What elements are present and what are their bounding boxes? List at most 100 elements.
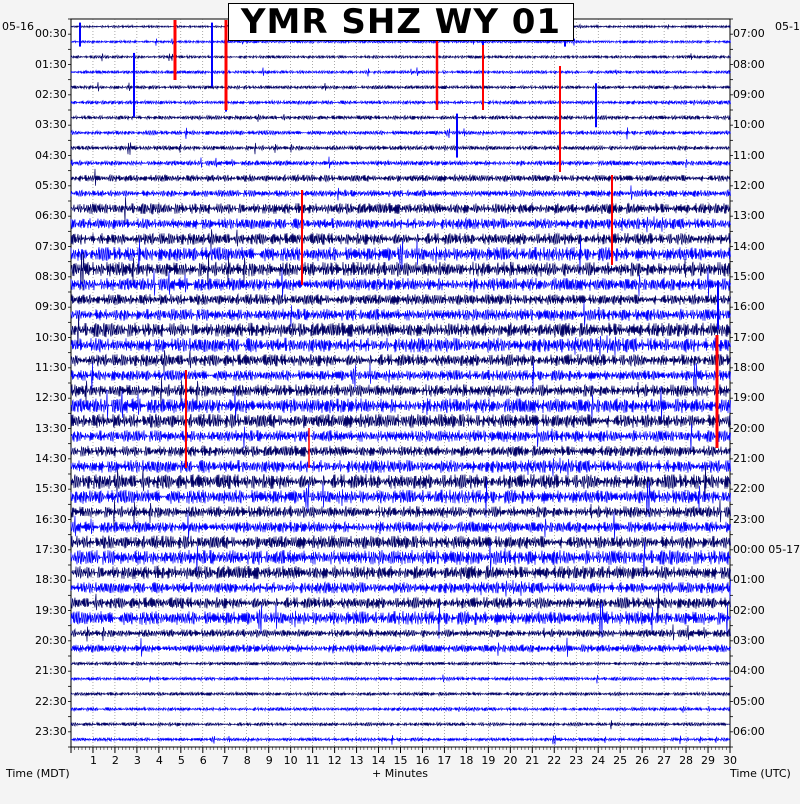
seismic-traces [70,22,731,745]
left-time-label: 00:30 [35,27,67,41]
left-time-label: 17:30 [35,542,67,556]
trace-line [70,735,731,745]
right-time-label: 04:00 [733,664,765,678]
minute-label: 14 [371,754,386,767]
minute-label: 11 [305,754,320,767]
station-title: YMR SHZ WY 01 [228,2,574,42]
right-time-label: 00:00 05-17 [733,542,800,556]
left-time-label: 16:30 [35,512,67,526]
minute-label: 30 [723,754,737,767]
minute-label: 12 [327,754,342,767]
trace-line [70,293,731,306]
right-time-label: 03:00 [733,633,765,647]
trace-line [70,127,731,140]
trace-line [70,82,731,92]
left-time-label: 08:30 [35,269,67,283]
right-time-label: 01:00 [733,573,765,587]
trace-line [70,499,731,528]
x-axis-label: + Minutes [372,767,429,780]
minute-label: 18 [459,754,474,767]
trace-line [70,601,731,639]
right-time-label: 11:00 [733,148,765,162]
right-time-label: 09:00 [733,87,765,101]
left-time-label: 11:30 [35,360,67,374]
trace-line [70,457,731,477]
start-date-left: 05-16 [2,20,34,33]
minute-label: 9 [265,754,273,767]
right-time-label: 18:00 [733,360,765,374]
trace-line [70,67,731,77]
right-time-label: 08:00 [733,57,765,71]
left-time-label: 18:30 [35,573,67,587]
right-time-label: 23:00 [733,512,765,526]
trace-line [70,335,731,357]
right-time-label: 12:00 [733,178,765,192]
left-time-label: 19:30 [35,603,67,617]
right-time-label: 13:00 [733,209,765,223]
trace-line [70,720,731,730]
trace-line [70,564,731,580]
trace-line [70,197,731,223]
minute-label: 15 [393,754,408,767]
right-time-label: 16:00 [733,300,765,314]
trace-line [70,422,731,452]
minute-label: 13 [349,754,364,767]
minute-label: 20 [503,754,518,767]
minute-label: 17 [437,754,452,767]
minute-label: 24 [591,754,606,767]
trace-line [70,578,731,600]
left-time-label: 12:30 [35,391,67,405]
trace-line [70,480,731,518]
left-time-label: 02:30 [35,87,67,101]
trace-line [70,386,731,422]
left-time-label: 09:30 [35,300,67,314]
right-time-label: 15:00 [733,269,765,283]
trace-line [70,142,731,155]
trace-line [70,660,731,667]
trace-line [70,690,731,698]
trace-line [70,38,731,46]
trace-line [70,444,731,458]
trace-line [70,216,731,233]
trace-line [70,590,731,619]
trace-line [70,465,731,503]
minute-label: 10 [283,754,298,767]
left-axis-label: Time (MDT) [6,767,70,780]
minute-label: 6 [199,754,207,767]
right-time-label: 02:00 [733,603,765,617]
trace-line [70,535,731,550]
trace-line [70,237,731,276]
left-time-label: 06:30 [35,209,67,223]
trace-line [70,540,731,577]
left-time-label: 15:30 [35,482,67,496]
trace-line [70,350,731,373]
right-time-label: 14:00 [733,239,765,253]
trace-line [70,705,731,713]
minute-label: 23 [569,754,584,767]
left-time-label: 20:30 [35,633,67,647]
trace-line [70,114,731,122]
minute-label: 2 [111,754,119,767]
left-time-label: 05:30 [35,178,67,192]
minute-label: 8 [243,754,251,767]
trace-line [70,156,731,169]
trace-line [70,637,731,657]
minute-label: 25 [613,754,628,767]
minute-label: 3 [133,754,141,767]
right-time-label: 17:00 [733,330,765,344]
trace-line [70,53,731,62]
minute-label: 29 [701,754,716,767]
trace-line [70,229,731,251]
right-time-label: 07:00 [733,27,765,41]
trace-line [70,362,731,392]
left-time-label: 03:30 [35,118,67,132]
minute-label: 22 [547,754,562,767]
left-time-label: 04:30 [35,148,67,162]
right-time-label: 21:00 [733,451,765,465]
trace-line [70,252,731,291]
left-time-label: 01:30 [35,57,67,71]
trace-line [70,413,731,429]
trace-line [70,300,731,327]
trace-line [70,314,731,349]
minute-label: 7 [221,754,229,767]
